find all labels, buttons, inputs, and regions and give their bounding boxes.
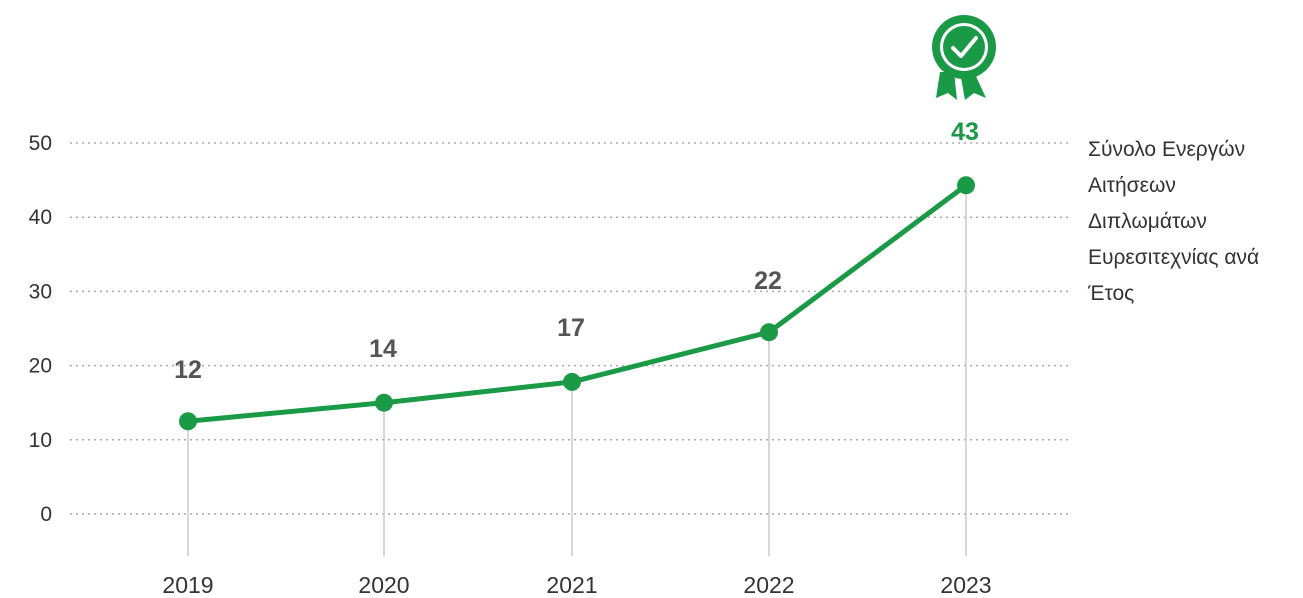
x-axis-ticks: 2019 2020 2021 2022 2023 xyxy=(162,572,991,598)
gridlines xyxy=(70,142,1068,515)
data-label: 22 xyxy=(754,267,782,295)
y-tick-label: 30 xyxy=(29,280,52,303)
legend-label-line: Έτος xyxy=(1087,282,1134,305)
data-labels: 12 14 17 22 43 xyxy=(174,118,979,384)
drop-lines xyxy=(187,185,967,556)
legend-label-line: Ευρεσιτεχνίας ανά xyxy=(1088,246,1259,269)
series-line-group xyxy=(179,176,975,431)
data-label-highlight: 43 xyxy=(951,118,979,146)
y-tick-label: 0 xyxy=(40,503,52,526)
x-tick-label: 2020 xyxy=(358,572,409,598)
y-tick-label: 50 xyxy=(29,132,52,155)
legend-label-line: Αιτήσεων xyxy=(1088,174,1176,197)
y-tick-label: 40 xyxy=(29,206,52,229)
x-tick-label: 2023 xyxy=(940,572,991,598)
y-axis-ticks: 0 10 20 30 40 50 xyxy=(29,132,52,526)
data-point xyxy=(179,412,197,431)
x-tick-label: 2021 xyxy=(546,572,597,598)
x-tick-label: 2019 xyxy=(162,572,213,598)
data-label: 12 xyxy=(174,356,202,384)
award-ribbon-check-icon xyxy=(932,15,996,100)
y-tick-label: 10 xyxy=(29,429,52,452)
data-label: 14 xyxy=(369,335,397,363)
data-point xyxy=(375,393,393,412)
legend: Σύνολο Ενεργών Αιτήσεων Διπλωμάτων Ευρεσιτε… xyxy=(1087,138,1259,305)
y-tick-label: 20 xyxy=(29,355,52,378)
legend-label-line: Σύνολο Ενεργών xyxy=(1088,138,1245,161)
data-point xyxy=(760,323,778,342)
data-point xyxy=(957,176,975,195)
x-tick-label: 2022 xyxy=(743,572,794,598)
legend-label-line: Διπλωμάτων xyxy=(1088,210,1207,233)
data-point xyxy=(563,372,581,391)
data-label: 17 xyxy=(557,314,585,342)
